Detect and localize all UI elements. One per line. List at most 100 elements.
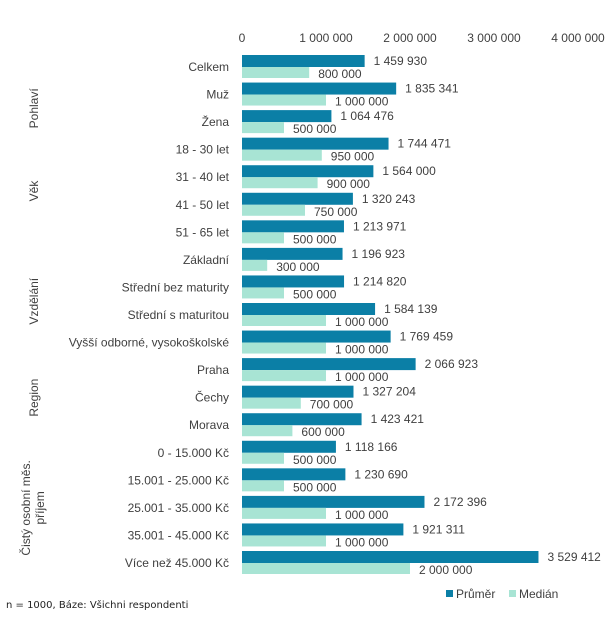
category-label: Muž (206, 88, 229, 102)
bar-median (242, 67, 310, 78)
category-label: Praha (197, 363, 229, 377)
bar-median (242, 342, 326, 354)
bar-median (242, 535, 326, 547)
bar-median (242, 204, 305, 216)
bar-prumer (242, 385, 354, 398)
data-label-prumer: 1 564 000 (382, 164, 436, 178)
data-label-prumer: 1 769 459 (400, 330, 454, 344)
bar-prumer (242, 330, 391, 343)
data-label-prumer: 2 066 923 (425, 357, 479, 371)
data-label-prumer: 3 529 412 (547, 550, 601, 564)
data-label-median: 2 000 000 (419, 563, 473, 577)
legend-swatch (446, 590, 453, 597)
data-label-prumer: 1 835 341 (405, 82, 459, 96)
category-label: 0 - 15.000 Kč (158, 446, 229, 460)
bar-prumer (242, 495, 425, 508)
x-tick-label: 3 000 000 (467, 31, 521, 45)
bar-prumer (242, 220, 344, 233)
category-label: Celkem (188, 60, 229, 74)
data-label-median: 1 000 000 (335, 370, 389, 384)
bar-prumer (242, 55, 365, 67)
bar-prumer (242, 440, 336, 453)
category-label: 35.001 - 45.000 Kč (128, 528, 229, 542)
data-label-median: 500 000 (293, 480, 337, 494)
legend-label: Průměr (456, 587, 495, 601)
x-tick-label: 4 000 000 (551, 31, 605, 45)
data-label-prumer: 1 459 930 (374, 54, 428, 68)
category-label: Čechy (195, 390, 229, 405)
group-label: Region (27, 379, 41, 417)
data-label-prumer: 1 118 166 (345, 440, 398, 454)
data-label-prumer: 1 423 421 (371, 412, 425, 426)
data-label-prumer: 1 327 204 (362, 385, 416, 399)
bar-median (242, 507, 326, 519)
x-tick-label: 2 000 000 (383, 31, 437, 45)
data-label-median: 500 000 (293, 122, 337, 136)
bar-prumer (242, 303, 376, 315)
group-label: Pohlaví (27, 88, 41, 129)
bar-median (242, 149, 322, 161)
data-label-median: 500 000 (293, 453, 337, 467)
bar-prumer (242, 523, 404, 536)
bar-prumer (242, 110, 332, 123)
bar-median (242, 563, 410, 574)
bar-median (242, 122, 284, 134)
bar-median (242, 177, 318, 189)
category-label: Střední s maturitou (128, 308, 229, 322)
x-tick-label: 1 000 000 (299, 31, 353, 45)
data-label-prumer: 1 744 471 (398, 137, 452, 151)
data-label-prumer: 2 172 396 (433, 495, 487, 509)
category-label: Více než 45.000 Kč (125, 556, 229, 570)
category-label: Žena (202, 114, 230, 129)
data-label-median: 500 000 (293, 232, 337, 246)
bar-prumer (242, 413, 362, 426)
legend-swatch (509, 590, 516, 597)
data-label-prumer: 1 921 311 (412, 522, 465, 536)
data-label-median: 1 000 000 (335, 315, 389, 329)
data-label-median: 1 000 000 (335, 343, 389, 357)
bar-median (242, 397, 301, 409)
bar-median (242, 370, 326, 382)
bar-prumer (242, 468, 346, 481)
group-label: Vzdělání (27, 277, 41, 324)
bar-prumer (242, 137, 389, 150)
data-label-prumer: 1 214 820 (353, 274, 407, 288)
bar-median (242, 315, 326, 326)
data-label-prumer: 1 196 923 (352, 247, 406, 261)
group-label: Čistý osobní měs.příjem (18, 460, 47, 555)
category-label: 25.001 - 35.000 Kč (128, 501, 229, 515)
footnote: n = 1000, Báze: Všichni respondenti (6, 600, 189, 611)
bar-median (242, 480, 284, 492)
bar-median (242, 232, 284, 244)
category-label: Střední bez maturity (122, 280, 229, 294)
category-label: 41 - 50 let (176, 198, 230, 212)
category-label: Morava (189, 418, 229, 432)
category-label: Vyšší odborné, vysokoškolské (69, 336, 230, 350)
category-label: 18 - 30 let (176, 143, 230, 157)
category-label: 31 - 40 let (176, 170, 230, 184)
bar-prumer (242, 275, 345, 288)
bar-median (242, 94, 326, 106)
category-label: 15.001 - 25.000 Kč (128, 473, 229, 487)
bar-prumer (242, 165, 374, 178)
bar-prumer (242, 358, 416, 371)
bar-median (242, 425, 293, 437)
category-label: Základní (183, 253, 230, 267)
data-label-median: 800 000 (318, 67, 362, 81)
data-label-median: 700 000 (310, 398, 354, 412)
data-label-median: 1 000 000 (335, 95, 389, 109)
bar-median (242, 287, 284, 299)
data-label-median: 1 000 000 (335, 508, 389, 522)
data-label-prumer: 1 320 243 (362, 192, 416, 206)
legend-label: Medián (519, 587, 558, 601)
data-label-median: 300 000 (276, 260, 320, 274)
data-label-median: 500 000 (293, 287, 337, 301)
data-label-median: 600 000 (301, 425, 345, 439)
category-label: 51 - 65 let (176, 225, 230, 239)
data-label-median: 1 000 000 (335, 535, 389, 549)
bar-prumer (242, 247, 343, 260)
data-label-median: 900 000 (327, 177, 371, 191)
data-label-prumer: 1 213 971 (353, 219, 407, 233)
x-tick-label: 0 (239, 31, 246, 45)
